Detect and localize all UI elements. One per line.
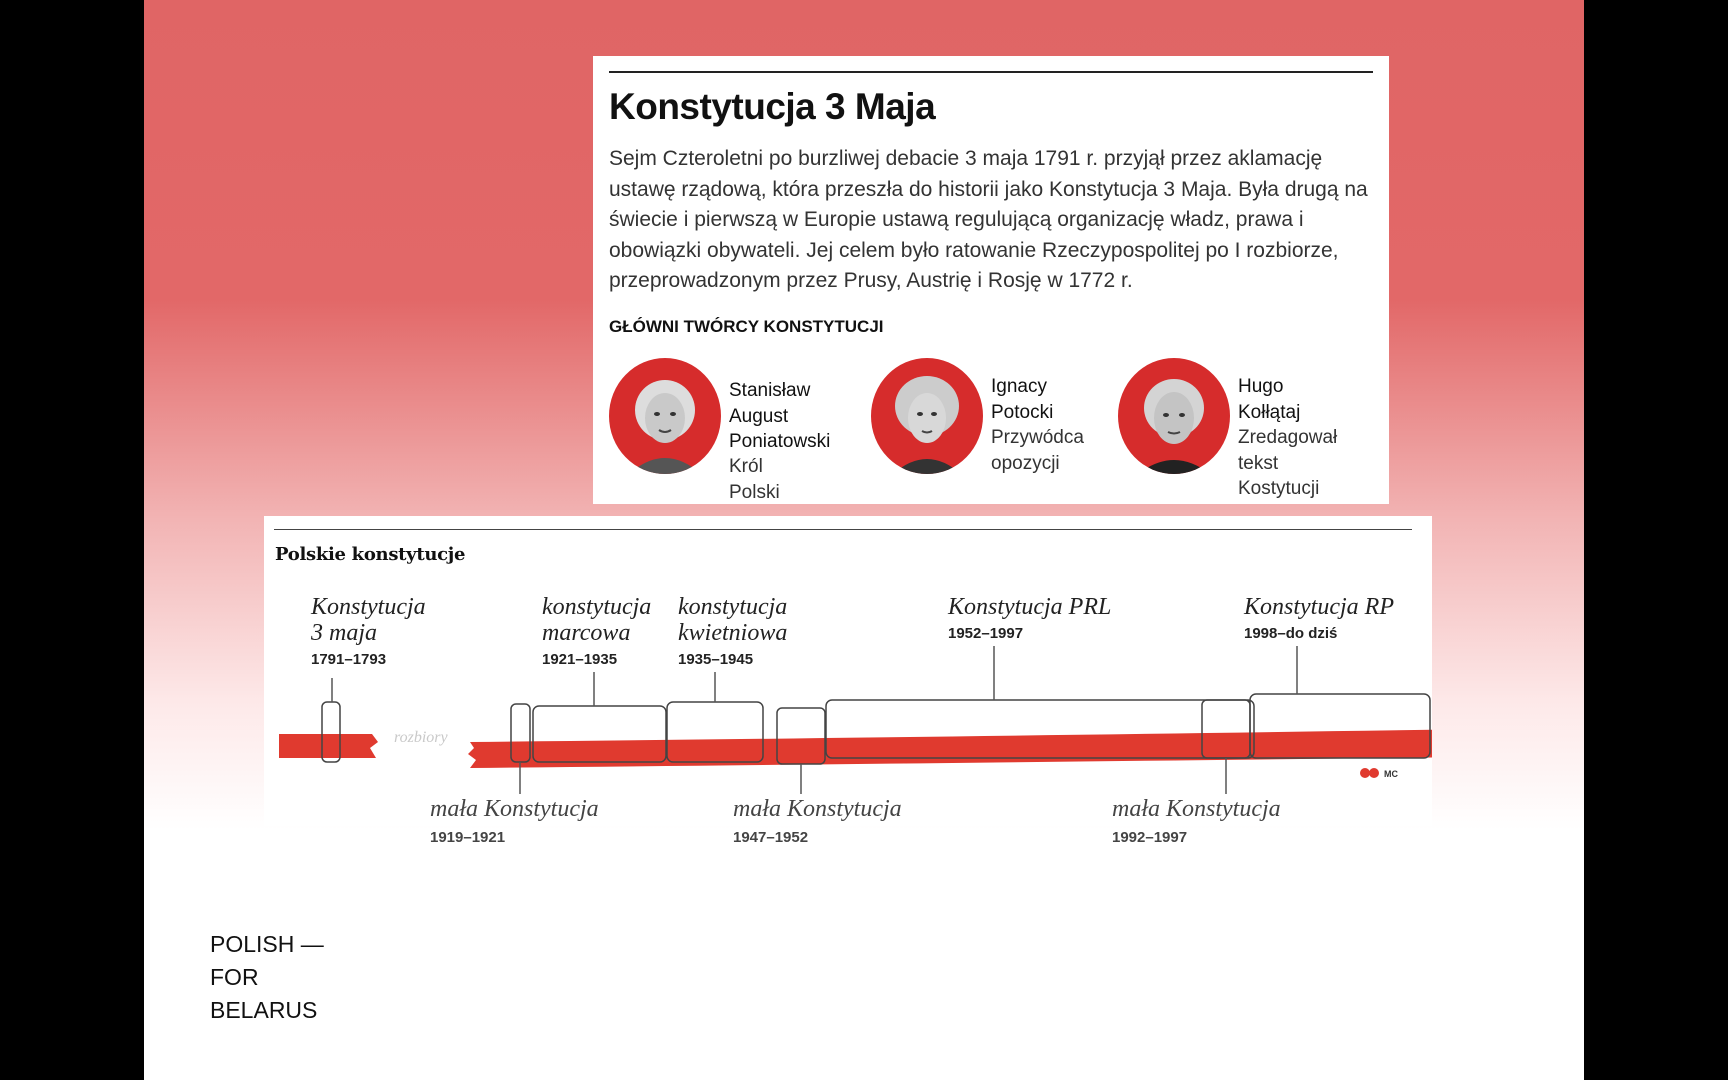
creator-role: Król Polski bbox=[729, 456, 780, 503]
card-body-text: Sejm Czteroletni po burzliwej debacie 3 … bbox=[609, 147, 1368, 292]
label-konstytucja-marcowa: konstytucja marcowa bbox=[542, 594, 652, 646]
years-1947: 1947–1952 bbox=[733, 829, 809, 846]
creator-role: Przywódca opozycji bbox=[991, 427, 1084, 474]
logo-line: POLISH — bbox=[210, 931, 324, 957]
frame-1921 bbox=[532, 705, 667, 763]
card-top-rule bbox=[609, 71, 1373, 73]
gap-label: rozbiory bbox=[394, 729, 449, 746]
label-konstytucja-kwietniowa: konstytucja kwietniowa bbox=[678, 594, 788, 646]
label-mala-konstytucja-1992: mała Konstytucja bbox=[1112, 796, 1281, 822]
years-1919: 1919–1921 bbox=[430, 829, 506, 846]
credit-mark-icon bbox=[1360, 768, 1370, 778]
label-konstytucja-3-maja: Konstytucja 3 maja bbox=[311, 594, 426, 646]
card-title: Konstytucja 3 Maja bbox=[609, 86, 936, 127]
years-1921: 1921–1935 bbox=[542, 651, 618, 668]
label-konstytucja-rp: Konstytucja RP bbox=[1244, 594, 1394, 620]
slide-background: Konstytucja 3 Maja Sejm Czteroletni po b… bbox=[144, 0, 1584, 1080]
creators-heading: GŁÓWNI TWÓRCY KONSTYTUCJI bbox=[609, 317, 884, 336]
years-1952: 1952–1997 bbox=[948, 625, 1024, 642]
creator-name: Stanisław August Poniatowski bbox=[729, 380, 831, 452]
label-konstytucja-prl: Konstytucja PRL bbox=[948, 594, 1112, 620]
creator-name: Ignacy Potocki bbox=[991, 376, 1054, 423]
polish-for-belarus-logo: POLISH — FOR BELARUS bbox=[210, 928, 324, 1027]
years-1791: 1791–1793 bbox=[311, 651, 387, 668]
logo-line: FOR bbox=[210, 964, 259, 990]
years-1935: 1935–1945 bbox=[678, 651, 754, 668]
label-mala-konstytucja-1947: mała Konstytucja bbox=[733, 796, 902, 822]
constitution-info-card: Konstytucja 3 Maja Sejm Czteroletni po b… bbox=[593, 56, 1389, 504]
label-mala-konstytucja-1919: mała Konstytucja bbox=[430, 796, 599, 822]
frame-1952 bbox=[825, 699, 1255, 759]
timeline-top-rule bbox=[274, 529, 1412, 530]
credit-label: MC bbox=[1384, 769, 1398, 779]
years-1998: 1998–do dziś bbox=[1244, 625, 1338, 642]
portrait-potocki-icon bbox=[871, 358, 983, 474]
constitutions-timeline: Polskie konstytucje rozbiory bbox=[264, 516, 1432, 846]
creator-role: Zredagował tekst Kostytucji bbox=[1238, 427, 1338, 499]
portrait-poniatowski-icon bbox=[609, 358, 721, 474]
frame-1998 bbox=[1249, 693, 1431, 759]
ribbon-segment-1791 bbox=[279, 710, 378, 758]
creator-name: Hugo Kołłątaj bbox=[1238, 376, 1301, 423]
frame-1791 bbox=[321, 701, 341, 763]
portrait-kollataj-icon bbox=[1118, 358, 1230, 474]
years-1992: 1992–1997 bbox=[1112, 829, 1188, 846]
logo-line: BELARUS bbox=[210, 997, 318, 1023]
timeline-title: Polskie konstytucje bbox=[275, 544, 466, 565]
timeline-ribbon-graphic: rozbiory MC bbox=[279, 646, 1432, 794]
